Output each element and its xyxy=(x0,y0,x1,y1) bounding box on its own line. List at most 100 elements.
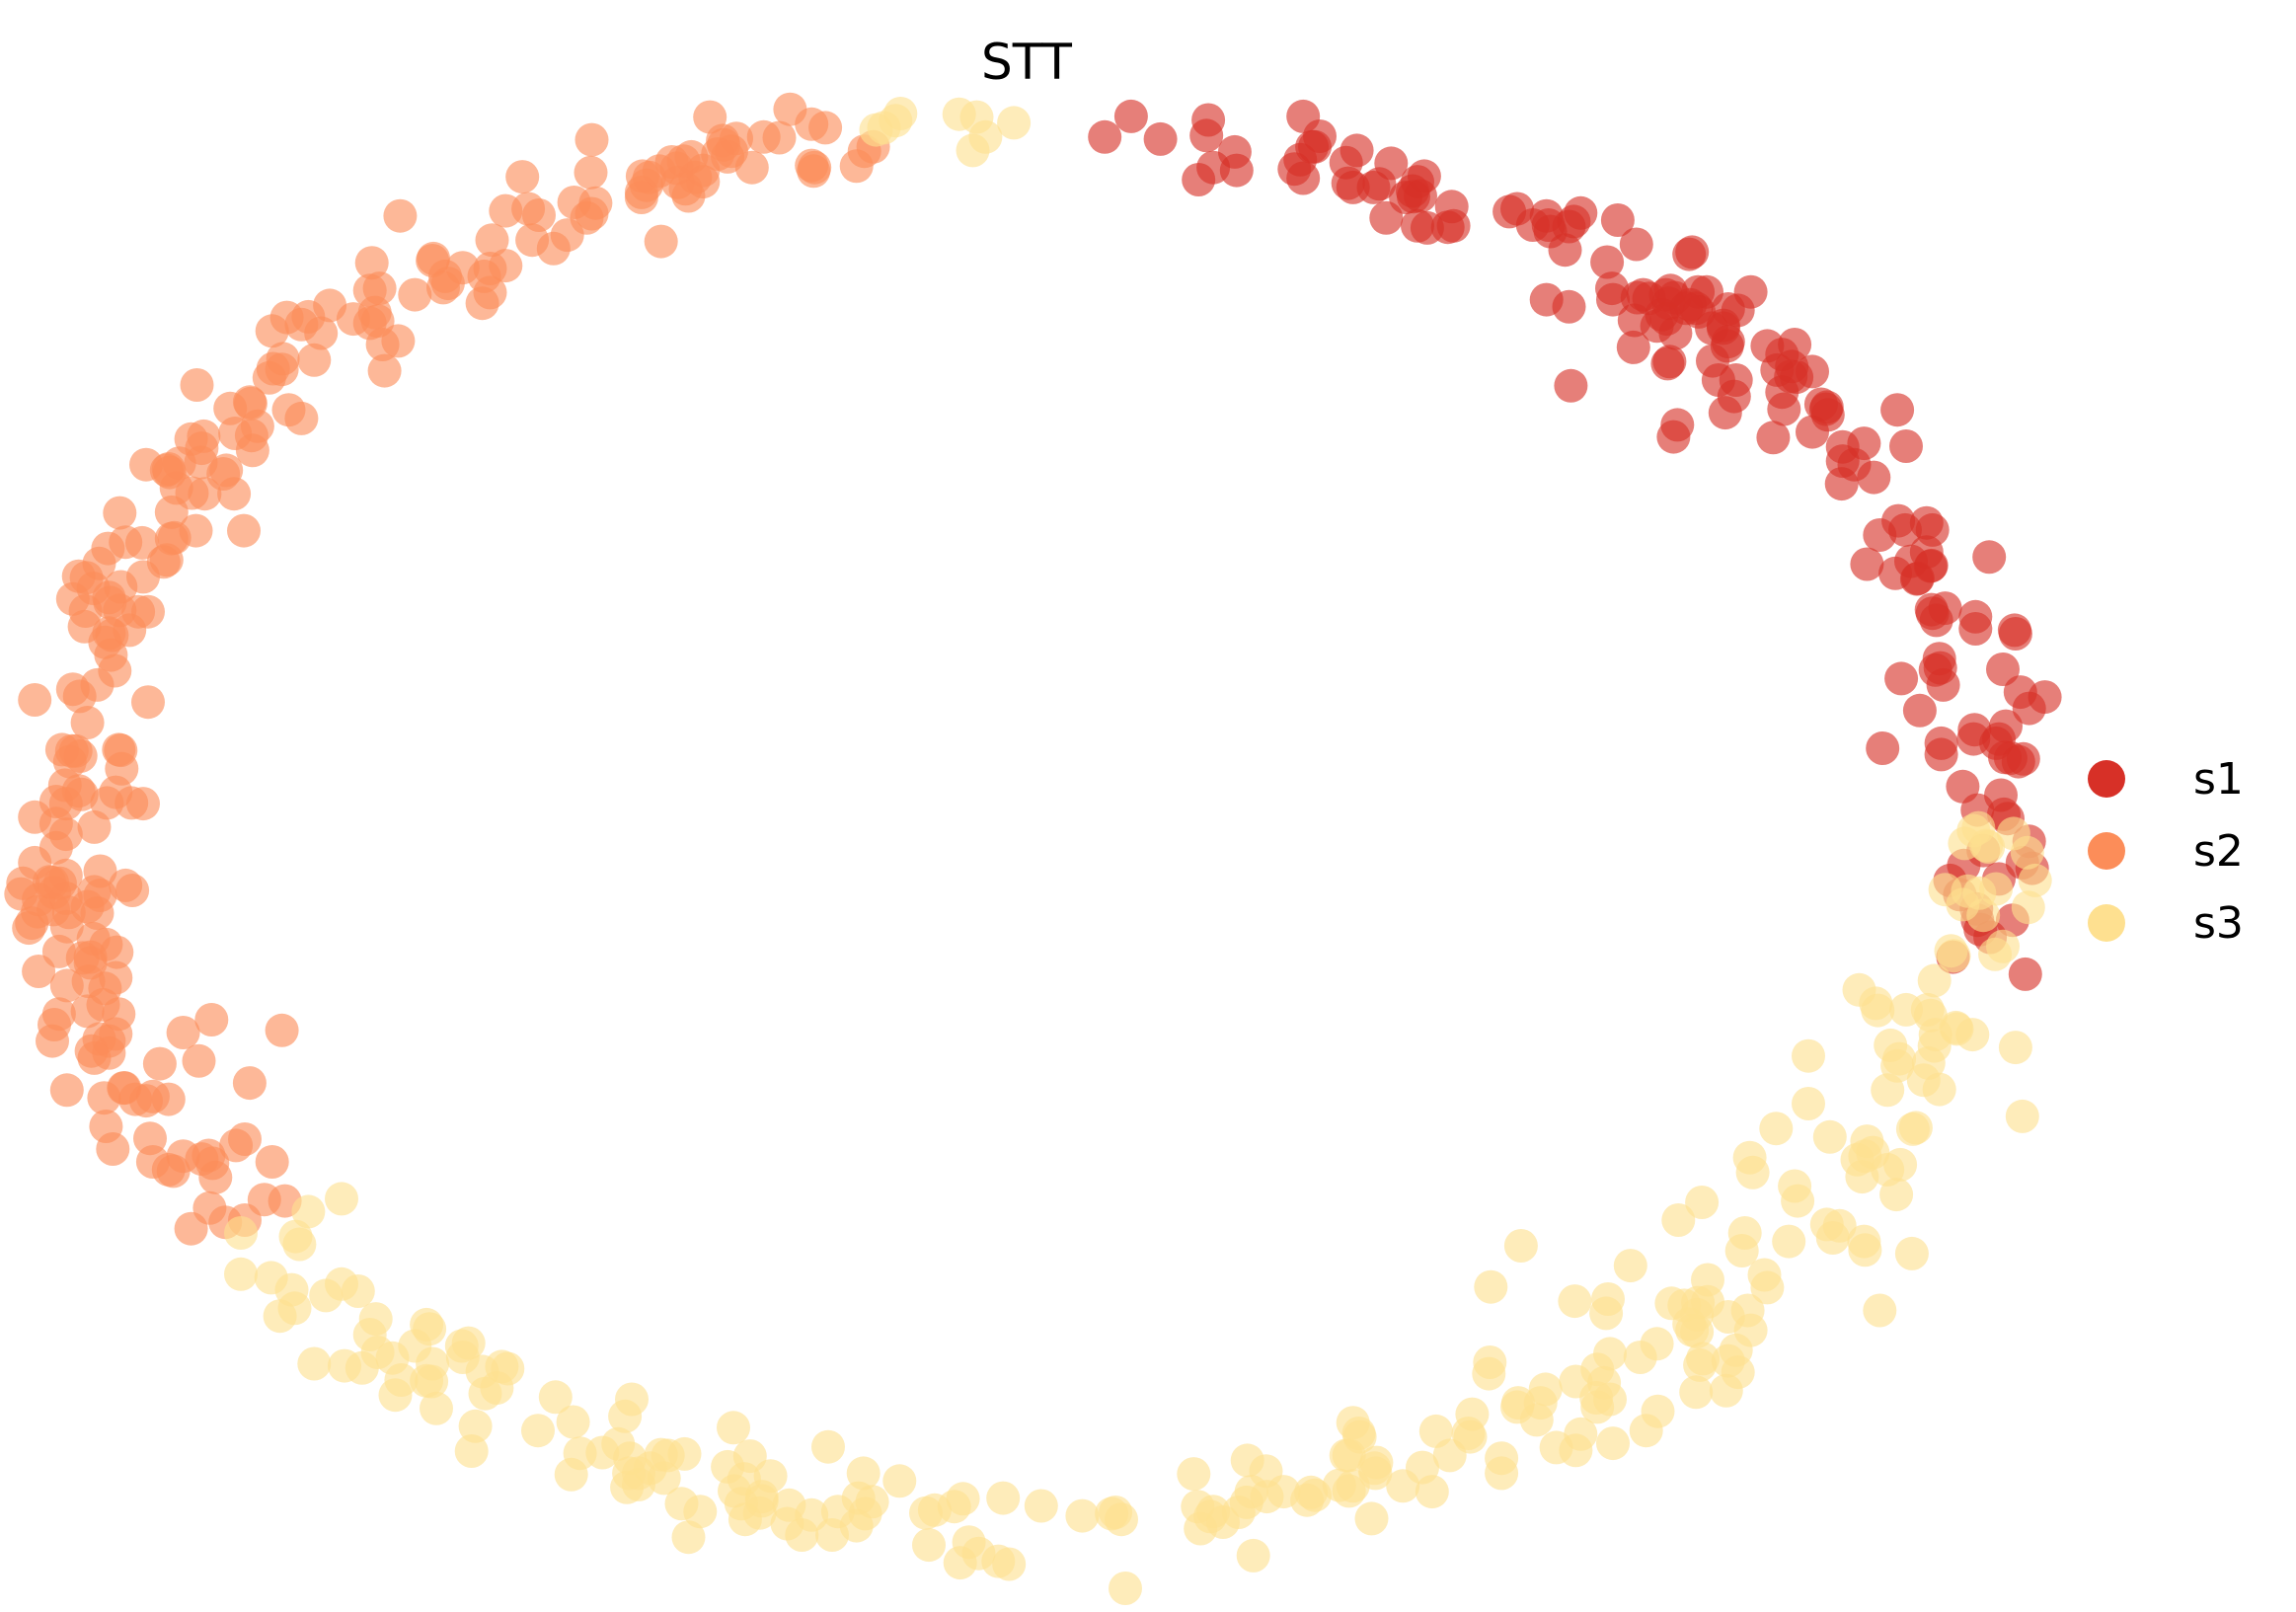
point-s3 xyxy=(1418,1414,1453,1448)
point-s3 xyxy=(1759,1112,1794,1146)
legend-marker-s2 xyxy=(2088,832,2125,870)
legend-item-s1[interactable]: s1 xyxy=(2088,754,2244,805)
point-s2 xyxy=(426,270,460,305)
point-s3 xyxy=(671,1520,706,1555)
point-s3 xyxy=(1415,1475,1449,1509)
point-s3 xyxy=(420,1391,453,1425)
point-s3 xyxy=(2005,1099,2039,1133)
point-s2 xyxy=(536,231,571,266)
point-s1 xyxy=(1277,152,1312,187)
point-s3 xyxy=(952,1525,986,1560)
point-s1 xyxy=(1909,505,1944,540)
point-s1 xyxy=(1397,180,1430,214)
point-s3 xyxy=(309,1278,344,1313)
point-s1 xyxy=(1557,204,1591,239)
point-s3 xyxy=(1686,1342,1721,1376)
point-s2 xyxy=(360,304,395,339)
point-s3 xyxy=(1906,1063,1941,1098)
point-s1 xyxy=(1824,467,1859,501)
point-s3 xyxy=(711,1449,745,1484)
point-s3 xyxy=(1455,1397,1490,1431)
point-s3 xyxy=(1386,1469,1420,1503)
point-s2 xyxy=(773,92,807,126)
point-s2 xyxy=(574,155,608,190)
point-s3 xyxy=(1792,1087,1825,1120)
point-s2 xyxy=(103,496,137,530)
point-s3 xyxy=(612,1456,647,1491)
point-s2 xyxy=(179,513,213,548)
point-s2 xyxy=(228,1122,262,1156)
point-s3 xyxy=(1928,873,1962,907)
point-s3 xyxy=(454,1434,489,1468)
point-s3 xyxy=(2018,863,2052,897)
point-s1 xyxy=(1989,709,2023,743)
point-s3 xyxy=(855,1485,889,1519)
point-s1 xyxy=(1889,429,1923,463)
point-s3 xyxy=(2011,890,2045,925)
point-s1 xyxy=(1733,274,1768,309)
point-s1 xyxy=(1632,281,1666,316)
point-s3 xyxy=(1591,1282,1625,1316)
point-s3 xyxy=(585,1435,620,1470)
point-s1 xyxy=(1369,200,1404,235)
point-s3 xyxy=(445,1341,480,1374)
point-s3 xyxy=(1474,1269,1508,1304)
point-s3 xyxy=(1206,1505,1240,1539)
point-s1 xyxy=(1401,208,1434,243)
point-s2 xyxy=(77,809,112,844)
point-s1 xyxy=(1595,271,1629,306)
point-s2 xyxy=(149,453,184,488)
point-s2 xyxy=(74,1034,109,1068)
point-s2 xyxy=(313,288,347,323)
point-s1 xyxy=(1191,103,1226,137)
point-s1 xyxy=(1847,426,1881,461)
point-s2 xyxy=(505,160,540,194)
point-s3 xyxy=(1024,1489,1058,1523)
point-s2 xyxy=(198,1160,233,1194)
point-s1 xyxy=(1656,420,1691,454)
point-s3 xyxy=(1679,1375,1714,1410)
point-s1 xyxy=(1922,642,1956,676)
point-s2 xyxy=(12,911,46,946)
point-s2 xyxy=(166,1016,200,1049)
point-s1 xyxy=(1672,237,1707,271)
point-s1 xyxy=(1972,540,2007,575)
point-s2 xyxy=(625,159,659,193)
point-s3 xyxy=(1719,1333,1753,1367)
point-s2 xyxy=(367,353,402,388)
point-s3 xyxy=(1181,1490,1215,1524)
legend-item-s2[interactable]: s2 xyxy=(2088,826,2244,877)
point-s3 xyxy=(1266,1475,1301,1509)
point-s3 xyxy=(1613,1249,1647,1283)
point-s3 xyxy=(1593,1382,1627,1417)
point-s2 xyxy=(38,806,73,841)
legend-label-s1: s1 xyxy=(2193,754,2244,805)
point-s3 xyxy=(1917,963,1952,998)
point-s2 xyxy=(118,1082,153,1116)
point-s3 xyxy=(360,1336,395,1369)
legend-item-s3[interactable]: s3 xyxy=(2088,898,2244,949)
point-s2 xyxy=(88,971,122,1006)
point-s3 xyxy=(664,1487,699,1521)
point-s1 xyxy=(1554,368,1588,403)
point-s3 xyxy=(917,1493,952,1527)
point-s3 xyxy=(1473,1345,1507,1379)
point-s1 xyxy=(1182,163,1216,196)
point-s1 xyxy=(1998,617,2032,651)
point-s2 xyxy=(232,1066,267,1101)
point-s3 xyxy=(415,1364,449,1399)
point-s3 xyxy=(1641,1394,1675,1428)
point-s3 xyxy=(341,1274,375,1308)
point-s1 xyxy=(1924,726,1958,760)
point-s3 xyxy=(291,1194,326,1229)
point-s2 xyxy=(352,273,387,308)
point-s1 xyxy=(1552,289,1586,324)
point-s1 xyxy=(1531,208,1566,242)
point-s3 xyxy=(1500,1390,1534,1424)
point-s3 xyxy=(956,133,990,168)
point-s2 xyxy=(184,445,218,480)
point-s2 xyxy=(121,594,156,629)
point-s2 xyxy=(711,139,745,174)
point-s3 xyxy=(1998,1031,2032,1065)
